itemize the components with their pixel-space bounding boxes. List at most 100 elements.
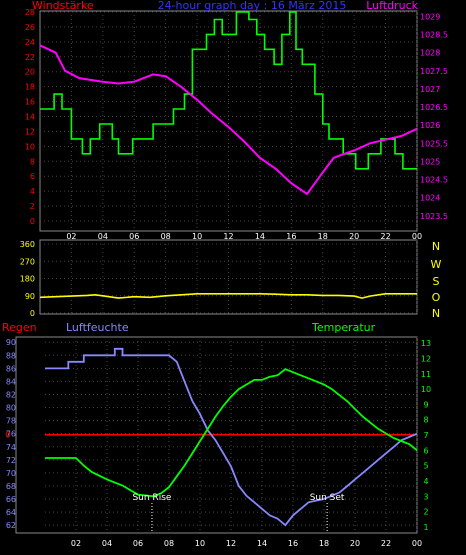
- top-x-axis: 02 04 06 08 10 12 14 16 18 20 22 00: [66, 232, 422, 241]
- top-xtick-18: 18: [318, 232, 328, 241]
- wind-tick-20: 20: [25, 68, 35, 77]
- dir-tick-360: 360: [20, 240, 35, 249]
- temp-tick-10: 10: [421, 385, 431, 394]
- hum-tick-62: 62: [6, 521, 16, 530]
- temp-tick-4: 4: [423, 477, 428, 486]
- humidity-axis: 62 64 66 68 70 72 74 76 78 80 82 84 86 88 90: [6, 338, 16, 530]
- pressure-line: [39, 44, 418, 196]
- wind-tick-26: 26: [25, 23, 35, 32]
- wind-tick-12: 12: [25, 127, 35, 136]
- temp-tick-7: 7: [423, 431, 428, 440]
- temp-tick-6: 6: [423, 446, 428, 455]
- wind-tick-6: 6: [30, 172, 35, 181]
- hum-tick-84: 84: [6, 377, 16, 386]
- bot-xtick-12: 12: [226, 539, 236, 548]
- wind-tick-10: 10: [25, 142, 35, 151]
- wind-tick-24: 24: [25, 38, 35, 47]
- temp-tick-2: 2: [423, 508, 428, 517]
- pressure-tick-1026: 1026: [420, 121, 440, 130]
- bot-xtick-00: 00: [412, 539, 422, 548]
- hum-tick-90: 90: [6, 338, 16, 347]
- bot-xtick-10: 10: [195, 539, 205, 548]
- temp-tick-11: 11: [421, 370, 431, 379]
- pressure-tick-1027: 1027: [420, 85, 440, 94]
- top-xtick-12: 12: [223, 232, 233, 241]
- temp-tick-5: 5: [423, 462, 428, 471]
- humidity-line: [45, 347, 418, 527]
- pressure-tick-1028.5: 1028.5: [420, 31, 448, 40]
- dir-tick-180: 180: [20, 275, 35, 284]
- hum-tick-74: 74: [6, 443, 16, 452]
- temperature-line: [45, 368, 418, 498]
- hum-tick-86: 86: [6, 364, 16, 373]
- pressure-axis: 1023.5 1024 1024.5 1025 1025.5 1026 1026.5 1027…: [420, 12, 448, 220]
- temp-tick-13: 13: [421, 339, 431, 348]
- bot-xtick-18: 18: [319, 539, 329, 548]
- top-xtick-00: 00: [412, 232, 422, 241]
- compass-n-bottom: N: [432, 307, 440, 320]
- top-xtick-08: 08: [161, 232, 171, 241]
- windstaerke-label: Windstärke: [32, 0, 94, 12]
- hum-tick-80: 80: [6, 404, 16, 413]
- dir-tick-270: 270: [20, 257, 35, 266]
- hum-tick-64: 64: [6, 508, 16, 517]
- bot-xtick-08: 08: [164, 539, 174, 548]
- hum-tick-76: 76: [6, 430, 16, 439]
- dir-tick-90: 90: [25, 292, 35, 301]
- pressure-tick-1029: 1029: [420, 12, 440, 21]
- compass-o: O: [432, 291, 441, 304]
- compass-labels: N W S O N: [431, 240, 442, 320]
- bot-xtick-20: 20: [350, 539, 360, 548]
- compass-w: W: [431, 258, 442, 271]
- top-xtick-16: 16: [286, 232, 296, 241]
- wind-speed-line: [40, 11, 417, 170]
- luftfeuchte-label: Luftfeuchte: [66, 321, 129, 334]
- pressure-tick-1028: 1028: [420, 49, 440, 58]
- pressure-tick-1027.5: 1027.5: [420, 67, 448, 76]
- direction-axis: 0 90 180 270 360: [20, 240, 35, 318]
- sunset-label: Sun Set: [310, 493, 345, 503]
- bot-xtick-02: 02: [71, 539, 81, 548]
- temp-tick-1: 1: [423, 523, 428, 532]
- temp-tick-3: 3: [423, 492, 428, 501]
- hum-tick-68: 68: [6, 482, 16, 491]
- top-xtick-04: 04: [98, 232, 108, 241]
- wind-tick-16: 16: [25, 98, 35, 107]
- bot-xtick-06: 06: [133, 539, 143, 548]
- top-xtick-14: 14: [255, 232, 265, 241]
- direction-grid: [40, 240, 418, 314]
- hum-tick-70: 70: [6, 469, 16, 478]
- hum-tick-88: 88: [6, 351, 16, 360]
- wind-tick-22: 22: [25, 53, 35, 62]
- bottom-grid: [45, 337, 418, 533]
- pressure-tick-1026.5: 1026.5: [420, 103, 448, 112]
- regen-label: Regen: [2, 321, 37, 334]
- bot-xtick-14: 14: [257, 539, 267, 548]
- temp-tick-8: 8: [423, 416, 428, 425]
- bottom-x-axis: 02 04 06 08 10 12 14 16 18 20 22 00: [71, 539, 422, 548]
- hum-tick-78: 78: [6, 417, 16, 426]
- direction-panel: 0 90 180 270 360 N W S O N: [20, 239, 442, 320]
- top-grid: [40, 11, 418, 231]
- hum-tick-82: 82: [6, 390, 16, 399]
- wind-tick-18: 18: [25, 83, 35, 92]
- bot-xtick-16: 16: [288, 539, 298, 548]
- wind-tick-2: 2: [30, 202, 35, 211]
- top-xtick-02: 02: [66, 232, 76, 241]
- temperatur-label: Temperatur: [311, 321, 376, 334]
- top-xtick-10: 10: [192, 232, 202, 241]
- wind-tick-28: 28: [25, 8, 35, 17]
- graph-title: 24-hour graph day : 16 März 2015: [158, 0, 347, 12]
- compass-n-top: N: [432, 240, 440, 253]
- sunrise-label: Sun Rise: [132, 493, 171, 503]
- wind-direction-line: [39, 293, 417, 299]
- pressure-tick-1024: 1024: [420, 194, 440, 203]
- top-xtick-20: 20: [349, 232, 359, 241]
- bot-xtick-22: 22: [381, 539, 391, 548]
- pressure-tick-1023.5: 1023.5: [420, 212, 448, 221]
